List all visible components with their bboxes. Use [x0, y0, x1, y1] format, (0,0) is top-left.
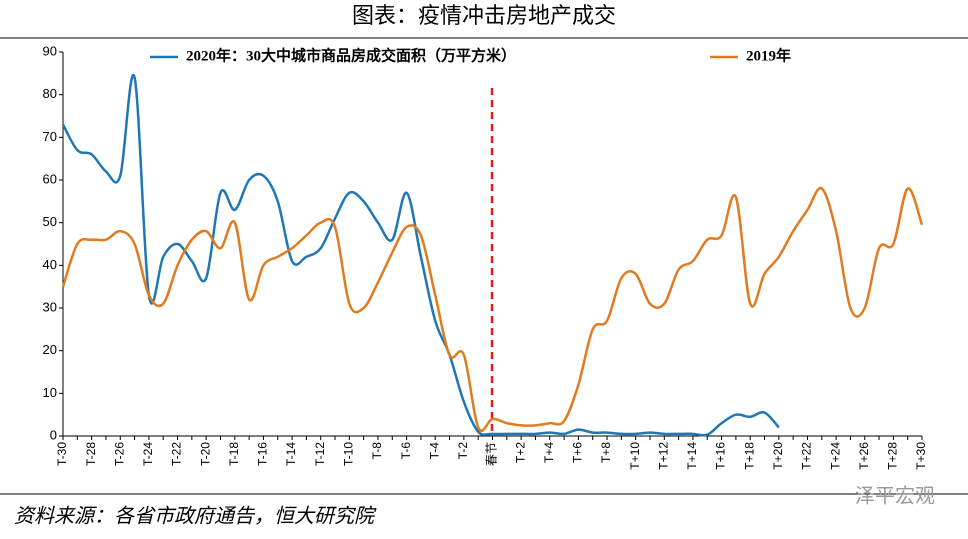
x-tick-label: T-8: [370, 442, 384, 460]
x-tick-label: T-24: [141, 442, 155, 466]
x-tick-label: T+30: [914, 442, 928, 470]
y-tick-label: 80: [43, 86, 57, 101]
x-tick-label: T-20: [198, 442, 212, 466]
y-tick-label: 60: [43, 171, 57, 186]
x-tick-label: T-14: [284, 442, 298, 466]
x-tick-label: T-2: [456, 442, 470, 460]
x-tick-label: T-4: [427, 442, 441, 460]
x-tick-label: T-10: [342, 442, 356, 466]
y-tick-label: 30: [43, 299, 57, 314]
x-tick-label: T+6: [571, 442, 585, 463]
x-tick-label: T+16: [714, 442, 728, 470]
x-tick-label: T+10: [628, 442, 642, 470]
x-tick-label: T-6: [399, 442, 413, 460]
x-tick-label: T+8: [599, 442, 613, 463]
y-tick-label: 70: [43, 129, 57, 144]
x-tick-label: T+24: [828, 442, 842, 470]
y-tick-label: 20: [43, 342, 57, 357]
x-tick-label: 春节: [485, 442, 499, 466]
y-tick-label: 90: [43, 43, 57, 58]
series-line: [61, 73, 780, 437]
x-tick-label: T-30: [55, 442, 69, 466]
x-tick-label: T-18: [227, 442, 241, 466]
legend-label: 2020年：30大中城市商品房成交面积（万平方米）: [186, 46, 516, 64]
x-tick-label: T-16: [256, 442, 270, 466]
y-tick-label: 40: [43, 257, 57, 272]
source: 资料来源：各省市政府通告，恒大研究院: [14, 506, 377, 528]
x-tick-label: T-28: [84, 442, 98, 466]
chart-title: 图表：疫情冲击房地产成交: [352, 3, 616, 28]
series-line: [61, 186, 924, 432]
legend-label: 2019年: [746, 46, 791, 64]
x-tick-label: T+28: [886, 442, 900, 470]
x-tick-label: T-12: [313, 442, 327, 466]
y-tick-label: 50: [43, 214, 57, 229]
x-tick-label: T+2: [513, 442, 527, 463]
x-tick-label: T+18: [742, 442, 756, 470]
y-tick-label: 10: [43, 385, 57, 400]
x-tick-label: T-26: [112, 442, 126, 466]
x-tick-label: T-22: [170, 442, 184, 466]
x-tick-label: T+12: [656, 442, 670, 470]
x-tick-label: T+20: [771, 442, 785, 470]
watermark: 泽平宏观: [855, 484, 935, 507]
x-tick-label: T+14: [685, 442, 699, 470]
x-tick-label: T+22: [800, 442, 814, 470]
x-tick-label: T+26: [857, 442, 871, 470]
x-tick-label: T+4: [542, 442, 556, 463]
y-tick-label: 0: [50, 427, 57, 442]
